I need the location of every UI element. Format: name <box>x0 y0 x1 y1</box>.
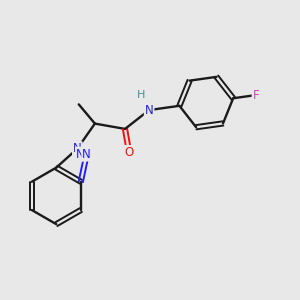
Text: N: N <box>145 103 154 117</box>
Text: N: N <box>73 142 82 155</box>
Text: N: N <box>76 148 85 160</box>
Text: N: N <box>82 148 91 160</box>
Text: H: H <box>137 90 146 100</box>
Text: F: F <box>253 88 259 102</box>
Text: O: O <box>124 146 134 159</box>
